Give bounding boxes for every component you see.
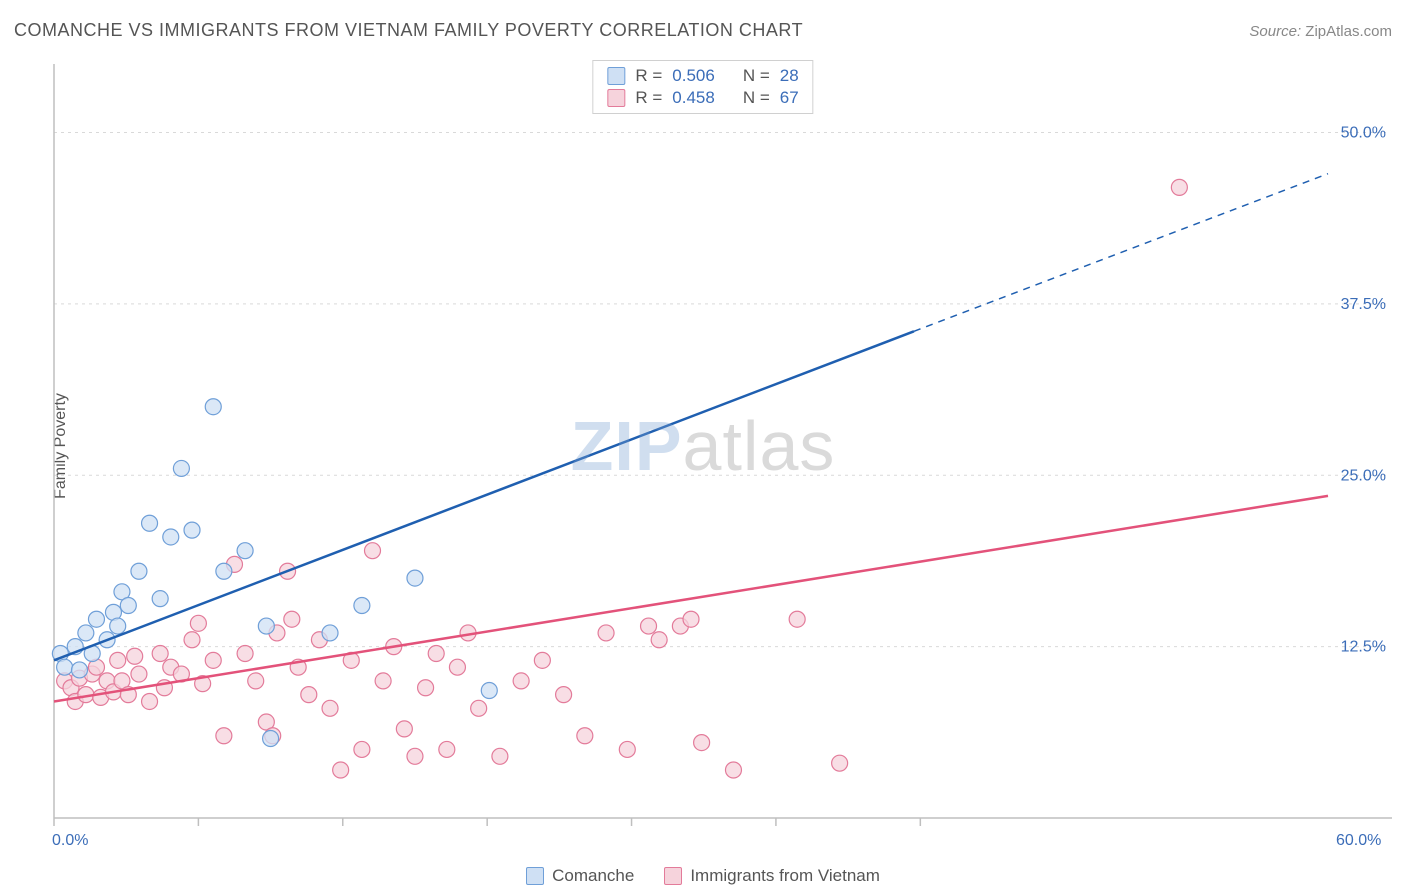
r-value-vietnam: 0.458 (672, 88, 715, 108)
source-name: ZipAtlas.com (1305, 23, 1392, 40)
svg-text:12.5%: 12.5% (1341, 639, 1386, 656)
n-label: N = (743, 88, 770, 108)
chart-title: COMANCHE VS IMMIGRANTS FROM VIETNAM FAMI… (14, 20, 803, 41)
source-attribution: Source: ZipAtlas.com (1249, 23, 1392, 40)
n-value-comanche: 28 (780, 66, 799, 86)
r-label: R = (635, 88, 662, 108)
correlation-legend: R = 0.506 N = 28 R = 0.458 N = 67 (592, 60, 813, 114)
legend-row-comanche: R = 0.506 N = 28 (607, 65, 798, 87)
swatch-comanche (607, 67, 625, 85)
chart-svg: 12.5% 25.0% 37.5% 50.0% (48, 58, 1392, 848)
r-label: R = (635, 66, 662, 86)
source-label: Source: (1249, 23, 1301, 40)
svg-text:50.0%: 50.0% (1341, 125, 1386, 142)
n-value-vietnam: 67 (780, 88, 799, 108)
swatch-vietnam (607, 89, 625, 107)
swatch-vietnam (664, 867, 682, 885)
legend-row-vietnam: R = 0.458 N = 67 (607, 87, 798, 109)
x-axis-end-label: 60.0% (1336, 832, 1381, 850)
legend-item-vietnam: Immigrants from Vietnam (664, 866, 880, 886)
legend-label-vietnam: Immigrants from Vietnam (690, 866, 880, 886)
n-label: N = (743, 66, 770, 86)
series-legend: Comanche Immigrants from Vietnam (0, 866, 1406, 886)
scatter-plot: 12.5% 25.0% 37.5% 50.0% (48, 58, 1392, 848)
swatch-comanche (526, 867, 544, 885)
svg-text:25.0%: 25.0% (1341, 467, 1386, 484)
x-axis-start-label: 0.0% (52, 832, 88, 850)
svg-text:37.5%: 37.5% (1341, 296, 1386, 313)
chart-header: COMANCHE VS IMMIGRANTS FROM VIETNAM FAMI… (14, 20, 1392, 41)
r-value-comanche: 0.506 (672, 66, 715, 86)
legend-label-comanche: Comanche (552, 866, 634, 886)
legend-item-comanche: Comanche (526, 866, 634, 886)
